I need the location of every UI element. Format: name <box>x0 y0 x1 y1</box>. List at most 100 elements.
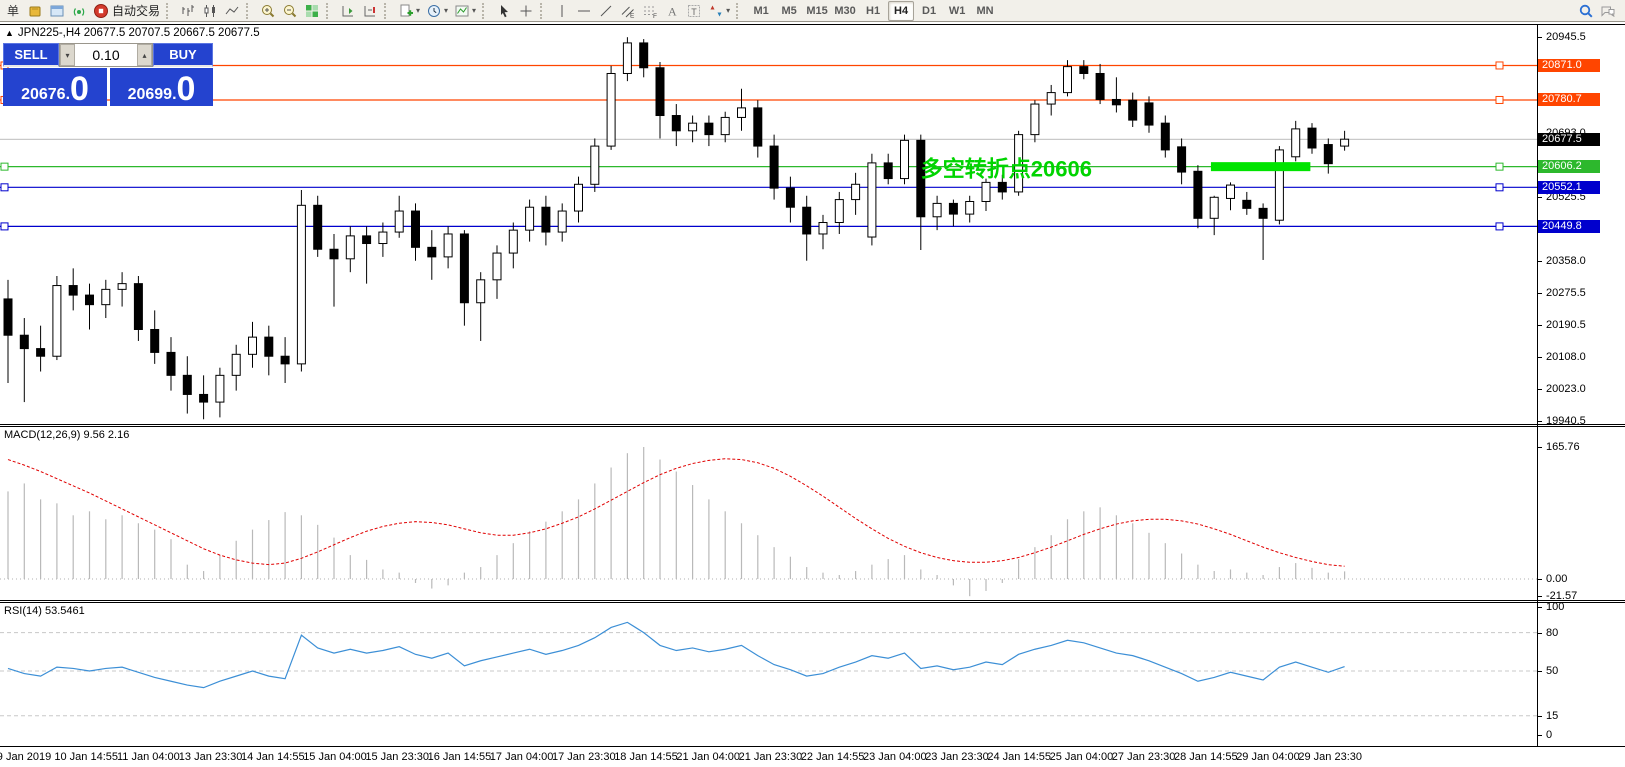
new-chart-button[interactable]: ▾ <box>395 1 423 21</box>
crosshair-button[interactable] <box>515 1 537 21</box>
profiles-button[interactable]: ▾ <box>423 1 451 21</box>
level-lines[interactable] <box>0 61 1537 231</box>
toolbar-separator <box>326 2 333 19</box>
macd-tick-label: 165.76 <box>1546 441 1580 453</box>
zoom-in-button[interactable] <box>257 1 279 21</box>
timeframe-w1-button[interactable]: W1 <box>948 4 966 17</box>
history-book-icon[interactable] <box>24 1 46 21</box>
date-label: 17 Jan 23:30 <box>551 751 616 763</box>
search-icon[interactable] <box>1575 1 1597 21</box>
axis-tick <box>1538 735 1542 736</box>
volume-decrease-button[interactable]: ▾ <box>60 44 75 66</box>
rsi-line <box>7 621 1345 689</box>
axis-tick <box>1538 389 1542 390</box>
dropdown-caret-icon[interactable]: ▾ <box>472 6 477 15</box>
timeframe-d1-button[interactable]: D1 <box>922 4 937 17</box>
date-axis[interactable]: 9 Jan 2019 10 Jan 14:55 11 Jan 04:00 13 Jan… <box>0 747 1537 767</box>
macd-rsi-separator[interactable] <box>0 600 1625 601</box>
timeframe-mn-button[interactable]: MN <box>976 4 994 17</box>
arrows-button[interactable]: ▾ <box>705 1 733 21</box>
chart-window[interactable]: 多空转折点20606 ▲ JPN225-,H4 20677.5 20707.5 2… <box>0 22 1625 767</box>
line-handle[interactable] <box>1495 61 1504 70</box>
rsi-tick-label: 15 <box>1546 710 1559 722</box>
timeframe-m5-button[interactable]: M5 <box>781 4 797 17</box>
timeframe-m1-button[interactable]: M1 <box>753 4 769 17</box>
dropdown-caret-icon[interactable]: ▾ <box>726 6 731 15</box>
zoom-in-icon <box>260 3 276 19</box>
equidistant-channel-icon: E <box>620 3 636 19</box>
dropdown-caret-icon[interactable]: ▾ <box>416 6 421 15</box>
rsi-panel-canvas[interactable] <box>0 603 1537 747</box>
text-button[interactable]: A <box>661 1 683 21</box>
chart-annotation-text[interactable]: 多空转折点20606 <box>921 157 1092 182</box>
market-watch-icon-icon <box>49 3 65 19</box>
equidistant-channel-button[interactable]: E <box>617 1 639 21</box>
buy-price-display[interactable]: 20699. 0 <box>110 68 213 106</box>
main-chart-canvas[interactable]: 多空转折点20606 <box>0 25 1537 425</box>
timeframe-h4-button[interactable]: H4 <box>888 0 915 21</box>
line-handle[interactable] <box>1495 162 1504 171</box>
candlestick-chart-button[interactable] <box>199 1 221 21</box>
line-handle[interactable] <box>0 183 9 192</box>
axis-tick <box>1538 633 1542 634</box>
timeframe-m15-button[interactable]: M15 <box>806 4 828 17</box>
buy-button[interactable]: BUY <box>153 43 213 67</box>
main-macd-separator[interactable] <box>0 424 1625 425</box>
chat-icon[interactable] <box>1597 1 1619 21</box>
date-label: 22 Jan 14:55 <box>800 751 865 763</box>
chart-shift-button[interactable] <box>359 1 381 21</box>
volume-stepper: ▾ 0.10 ▴ <box>59 43 153 67</box>
chart-shift-icon <box>362 3 378 19</box>
text-label-button[interactable]: T <box>683 1 705 21</box>
rsi-bottom-border <box>0 746 1625 747</box>
buy-price-dot: . <box>172 86 177 103</box>
rsi-tick-label: 80 <box>1546 627 1559 639</box>
macd-tick-label: 0.00 <box>1546 573 1568 585</box>
line-handle[interactable] <box>0 222 9 231</box>
candles-series <box>3 37 1350 420</box>
rsi-tick-label: 0 <box>1546 729 1553 741</box>
volume-increase-button[interactable]: ▴ <box>137 44 152 66</box>
line-chart-button[interactable] <box>221 1 243 21</box>
signals-icon[interactable] <box>68 1 90 21</box>
axis-tick <box>1538 671 1542 672</box>
panel-collapse-icon[interactable]: ▲ <box>5 28 14 38</box>
tile-windows-button[interactable] <box>301 1 323 21</box>
sell-button[interactable]: SELL <box>3 43 59 67</box>
timeframe-m30-button[interactable]: M30 <box>834 4 856 17</box>
autotrading-button[interactable]: 自动交易 <box>90 1 163 21</box>
timeframe-h1-button[interactable]: H1 <box>866 4 881 17</box>
volume-input[interactable]: 0.10 <box>75 44 137 66</box>
horizontal-line-button[interactable] <box>573 1 595 21</box>
tile-windows-icon <box>304 3 320 19</box>
new-order-button[interactable]: 单 <box>2 1 24 21</box>
fibonacci-button[interactable]: F <box>639 1 661 21</box>
vertical-line-button[interactable] <box>551 1 573 21</box>
candlestick-chart-icon <box>202 3 218 19</box>
cursor-button[interactable] <box>493 1 515 21</box>
macd-histogram <box>7 447 1346 597</box>
highlight-box[interactable] <box>1210 162 1311 172</box>
line-handle[interactable] <box>1495 95 1504 104</box>
crosshair-icon <box>518 3 534 19</box>
date-label: 23 Jan 23:30 <box>925 751 989 763</box>
sell-price-display[interactable]: 20676. 0 <box>3 68 107 106</box>
cursor-icon <box>496 3 512 19</box>
axis-tick <box>1538 607 1542 608</box>
toolbar-separator <box>482 2 489 19</box>
price-tick-label: 20525.5 <box>1546 191 1586 203</box>
line-handle[interactable] <box>1495 222 1504 231</box>
zoom-out-button[interactable] <box>279 1 301 21</box>
macd-panel-canvas[interactable] <box>0 427 1537 601</box>
price-level-label: 20449.8 <box>1538 220 1600 233</box>
market-watch-icon[interactable] <box>46 1 68 21</box>
indicators-list-button[interactable]: ▾ <box>451 1 479 21</box>
line-handle[interactable] <box>0 162 9 171</box>
toolbar-separator <box>246 2 253 19</box>
trendline-button[interactable] <box>595 1 617 21</box>
line-handle[interactable] <box>1495 183 1504 192</box>
auto-scroll-button[interactable] <box>337 1 359 21</box>
bar-chart-button[interactable] <box>177 1 199 21</box>
current-price-label: 20677.5 <box>1538 133 1600 146</box>
dropdown-caret-icon[interactable]: ▾ <box>444 6 449 15</box>
